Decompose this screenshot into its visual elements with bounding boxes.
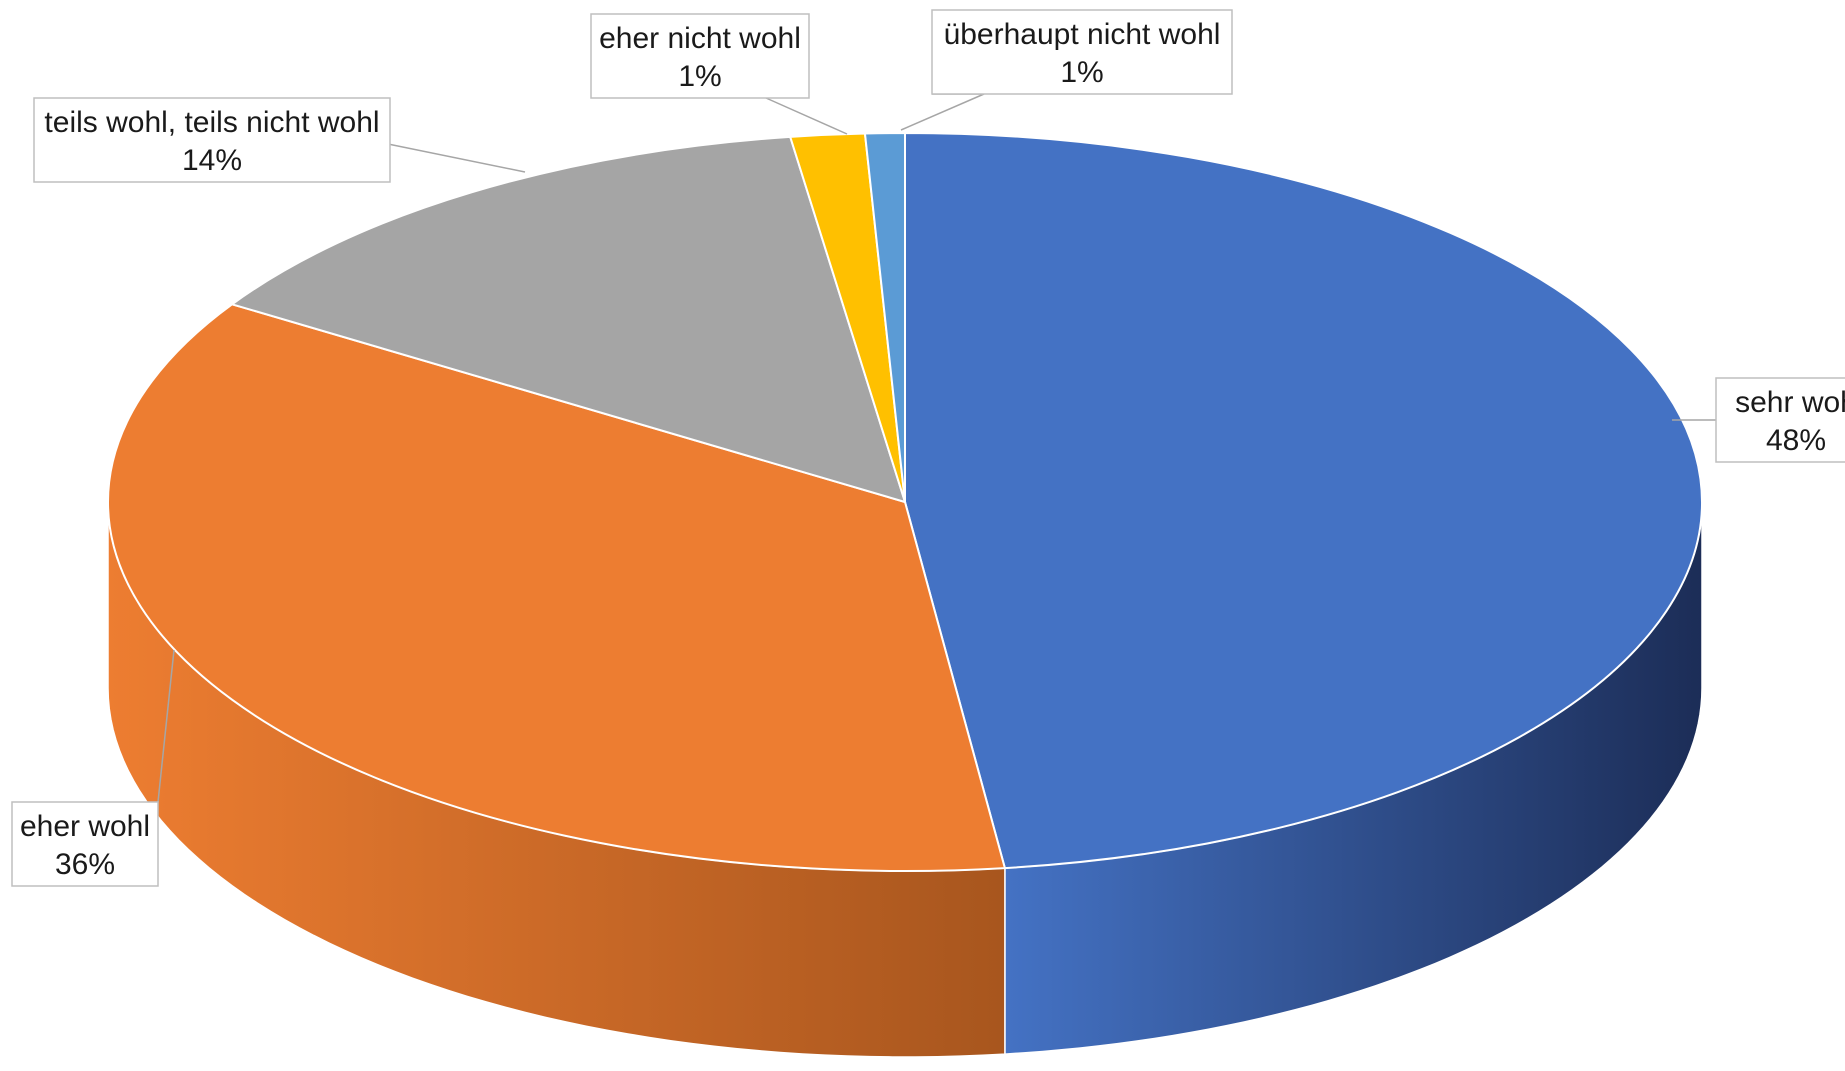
pie-slice-sehr-wohl	[904, 132, 1703, 870]
data-label-value-uberhaupt-nicht-wohl: 1%	[1060, 56, 1103, 89]
data-label-category-teils-wohl-teils-nicht-wohl: teils wohl, teils nicht wohl	[44, 106, 379, 139]
data-label-teils-wohl-teils-nicht-wohl: teils wohl, teils nicht wohl 14%	[33, 97, 391, 183]
leader-line-uberhaupt-nicht-wohl	[900, 93, 985, 131]
leader-line-eher-nicht-wohl	[765, 97, 848, 135]
data-label-uberhaupt-nicht-wohl: überhaupt nicht wohl 1%	[931, 9, 1233, 95]
data-label-sehr-wohl: sehr woh 48%	[1715, 377, 1845, 463]
data-label-category-eher-wohl: eher wohl	[20, 810, 150, 843]
data-label-value-eher-nicht-wohl: 1%	[678, 60, 721, 93]
leader-line-teils-wohl-teils-nicht-wohl	[387, 143, 526, 173]
pie-slice-uberhaupt-nicht-wohl	[863, 132, 906, 503]
pie-slice-eher-wohl	[107, 303, 1006, 872]
data-labels: sehr woh 48% eher wohl 36% teils wohl, teils…	[11, 9, 1845, 887]
data-label-eher-nicht-wohl: eher nicht wohl 1%	[590, 13, 810, 99]
data-label-box-teils-wohl-teils-nicht-wohl	[33, 97, 391, 183]
data-label-box-eher-wohl	[11, 801, 159, 887]
data-label-box-uberhaupt-nicht-wohl	[931, 9, 1233, 95]
data-label-category-uberhaupt-nicht-wohl: überhaupt nicht wohl	[944, 18, 1221, 51]
data-label-box-sehr-wohl	[1715, 377, 1845, 463]
data-label-category-eher-nicht-wohl: eher nicht wohl	[599, 22, 801, 55]
data-label-eher-wohl: eher wohl 36%	[11, 801, 159, 887]
data-label-box-eher-nicht-wohl	[590, 13, 810, 99]
data-label-value-eher-wohl: 36%	[55, 848, 115, 881]
data-label-value-sehr-wohl: 48%	[1766, 424, 1826, 457]
data-label-value-teils-wohl-teils-nicht-wohl: 14%	[182, 144, 242, 177]
pie-slice-teils-wohl-teils-nicht-wohl	[231, 135, 906, 503]
data-label-category-sehr-wohl: sehr woh	[1735, 386, 1845, 419]
pie-slices	[107, 132, 1703, 872]
leader-line-eher-wohl	[157, 649, 175, 803]
